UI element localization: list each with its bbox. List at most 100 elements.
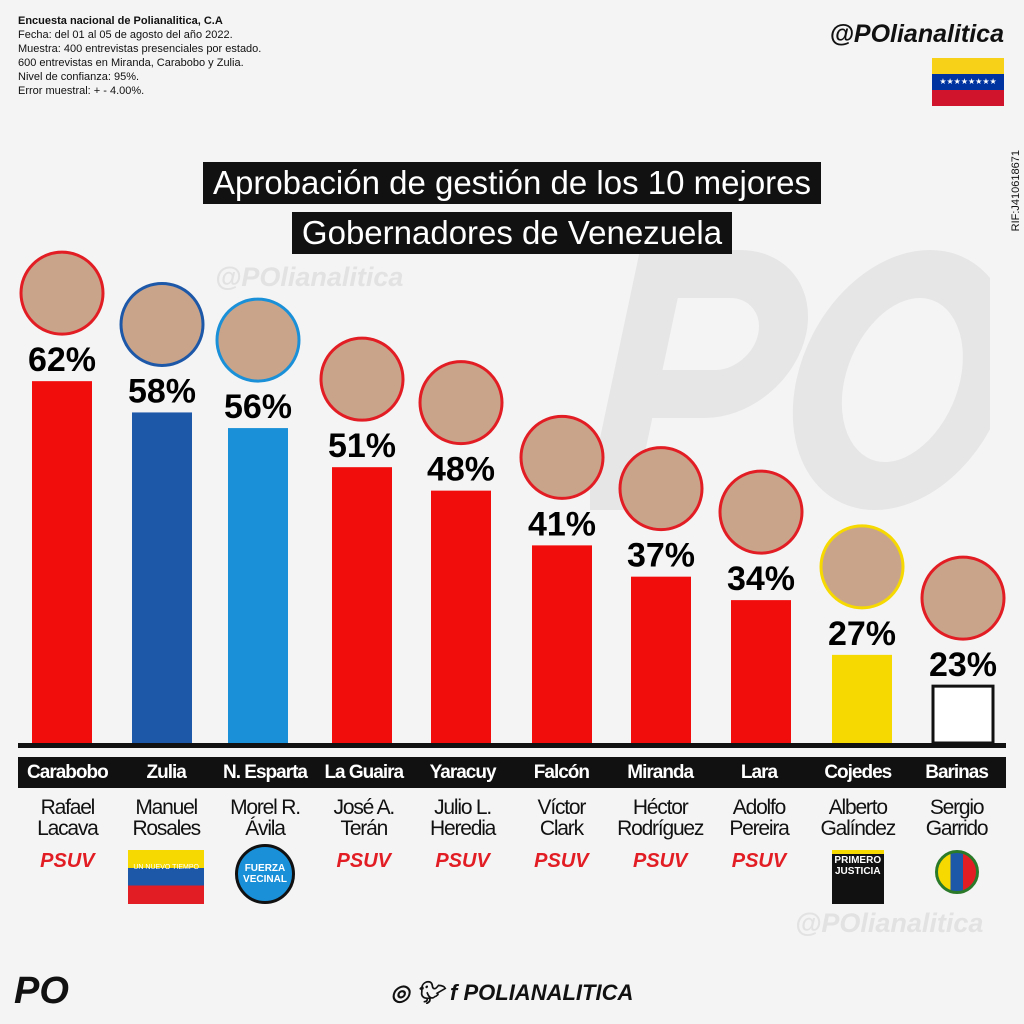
facebook-icon[interactable]: f bbox=[450, 980, 458, 1005]
last-name: Pereira bbox=[729, 817, 789, 840]
first-name: José A. bbox=[333, 796, 396, 819]
governor-name: Manuel Rosales bbox=[117, 797, 216, 839]
first-name: Sergio bbox=[929, 796, 985, 819]
governor-name: Alberto Galíndez bbox=[808, 797, 907, 839]
bar-Zulia bbox=[132, 412, 192, 743]
survey-org: Encuesta nacional de Polianalitica, C.A bbox=[18, 15, 223, 27]
state-label: Barinas bbox=[925, 762, 989, 783]
fuerza-vecinal-logo: FUERZA VECINAL bbox=[234, 844, 295, 904]
survey-line: Muestra: 400 entrevistas presenciales po… bbox=[18, 43, 262, 55]
footer-social: ◎ 🐦︎ f POLIANALITICA bbox=[0, 980, 1024, 1006]
first-name: Julio L. bbox=[434, 796, 492, 819]
party-logos: PSUV UN NUEVO TIEMPO FUERZA VECINAL PSUV PSU… bbox=[18, 844, 1006, 904]
bar-Miranda bbox=[631, 576, 691, 743]
venezuela-flag-icon: ★★★★★★★★ bbox=[932, 58, 1004, 106]
primero-justicia-logo: PRIMERO JUSTICIA bbox=[831, 850, 884, 904]
value-label: 23% bbox=[929, 646, 997, 684]
state-label: Cojedes bbox=[824, 762, 892, 783]
bar-La Guaira bbox=[332, 467, 392, 743]
governor-name: Héctor Rodríguez bbox=[611, 797, 710, 839]
first-name: Rafael bbox=[40, 796, 96, 819]
governor-photo bbox=[215, 297, 301, 383]
po-watermark bbox=[590, 250, 990, 510]
value-label: 37% bbox=[627, 537, 695, 575]
value-label: 62% bbox=[28, 341, 96, 379]
governor-name: Sergio Garrido bbox=[907, 797, 1006, 839]
state-label: Zulia bbox=[146, 762, 187, 783]
first-name: Víctor bbox=[537, 796, 587, 819]
first-name: Manuel bbox=[135, 796, 198, 819]
title-line: Aprobación de gestión de los 10 mejores bbox=[202, 162, 822, 204]
first-name: Alberto bbox=[828, 796, 888, 819]
state-label: N. Esparta bbox=[223, 762, 308, 783]
value-label: 41% bbox=[528, 505, 596, 543]
governor-photo bbox=[418, 360, 504, 446]
state-label: Miranda bbox=[627, 762, 694, 783]
unt-logo: UN NUEVO TIEMPO bbox=[128, 850, 205, 904]
governor-photo bbox=[718, 469, 804, 555]
governor-name: Adolfo Pereira bbox=[710, 797, 809, 839]
state-label: Carabobo bbox=[27, 762, 109, 783]
instagram-icon[interactable]: ◎ bbox=[390, 980, 410, 1005]
value-label: 27% bbox=[828, 615, 896, 653]
bar-Barinas bbox=[931, 684, 995, 745]
bar-Carabobo bbox=[32, 381, 92, 743]
state-label: Yaracuy bbox=[429, 762, 497, 783]
last-name: Galíndez bbox=[820, 817, 897, 840]
value-label: 51% bbox=[328, 427, 396, 465]
governor-name: José A. Terán bbox=[314, 797, 413, 839]
bar-Cojedes bbox=[832, 654, 892, 743]
governor-photo bbox=[819, 524, 905, 610]
governor-photo bbox=[920, 555, 1006, 641]
state-band: Carabobo Zulia N. Esparta La Guaira Yaracuy F… bbox=[18, 757, 1006, 788]
governor-photo bbox=[319, 336, 405, 422]
last-name: Clark bbox=[539, 817, 584, 840]
chart-title: Aprobación de gestión de los 10 mejores … bbox=[0, 162, 1024, 262]
brand-name: POLIANALITICA bbox=[463, 980, 634, 1005]
psuv-logo: PSUV bbox=[40, 850, 95, 872]
first-name: Héctor bbox=[632, 796, 689, 819]
survey-line: Fecha: del 01 al 05 de agosto del año 20… bbox=[18, 29, 233, 41]
psuv-logo: PSUV bbox=[336, 850, 392, 872]
first-name: Adolfo bbox=[732, 796, 787, 819]
value-label: 58% bbox=[128, 372, 196, 410]
survey-line: Nivel de confianza: 95%. bbox=[18, 71, 140, 83]
last-name: Heredia bbox=[430, 817, 496, 840]
bar-Falcón bbox=[532, 545, 592, 743]
last-name: Rodríguez bbox=[617, 817, 704, 840]
last-name: Garrido bbox=[925, 817, 989, 840]
watermark: @POlianalitica bbox=[795, 908, 984, 938]
mesa-unidad-logo bbox=[934, 850, 979, 894]
governor-name: Julio L. Heredia bbox=[413, 797, 512, 839]
value-label: 34% bbox=[727, 560, 795, 598]
governor-name: Morel R. Ávila bbox=[216, 797, 315, 839]
bar-N. Esparta bbox=[228, 428, 288, 743]
bar-chart: 62% 58% 56% 51% 48% 41% 37% 34% 27% 23% bbox=[19, 250, 1006, 745]
twitter-icon[interactable]: 🐦︎ bbox=[415, 980, 444, 1005]
governor-photo bbox=[519, 414, 605, 500]
bar-Yaracuy bbox=[431, 490, 491, 743]
value-label: 56% bbox=[224, 388, 292, 426]
last-name: Terán bbox=[340, 817, 389, 840]
psuv-logo: PSUV bbox=[435, 850, 490, 872]
bar-Lara bbox=[731, 600, 791, 743]
psuv-logo: PSUV bbox=[534, 850, 589, 872]
first-name: Morel R. bbox=[230, 796, 301, 819]
survey-line: 600 entrevistas en Miranda, Carabobo y Z… bbox=[18, 57, 244, 69]
governor-name: Rafael Lacava bbox=[18, 797, 117, 839]
state-label: Falcón bbox=[533, 762, 590, 783]
psuv-logo: PSUV bbox=[731, 850, 787, 872]
survey-info: Encuesta nacional de Polianalitica, C.A … bbox=[18, 14, 261, 98]
last-name: Lacava bbox=[37, 817, 99, 840]
survey-line: Error muestral: + - 4.00%. bbox=[18, 85, 145, 97]
watermark: @POlianalitica bbox=[215, 262, 404, 292]
governor-photo bbox=[19, 250, 105, 336]
last-name: Rosales bbox=[132, 817, 201, 840]
state-label: Lara bbox=[740, 762, 778, 783]
title-line: Gobernadores de Venezuela bbox=[291, 212, 733, 254]
handle: @POlianalitica bbox=[829, 20, 1004, 48]
governor-names: Rafael Lacava Manuel Rosales Morel R. Ávila Jo… bbox=[18, 797, 1006, 839]
po-logo: PO bbox=[14, 970, 69, 1012]
governor-name: Víctor Clark bbox=[512, 797, 611, 839]
last-name: Ávila bbox=[245, 817, 286, 840]
